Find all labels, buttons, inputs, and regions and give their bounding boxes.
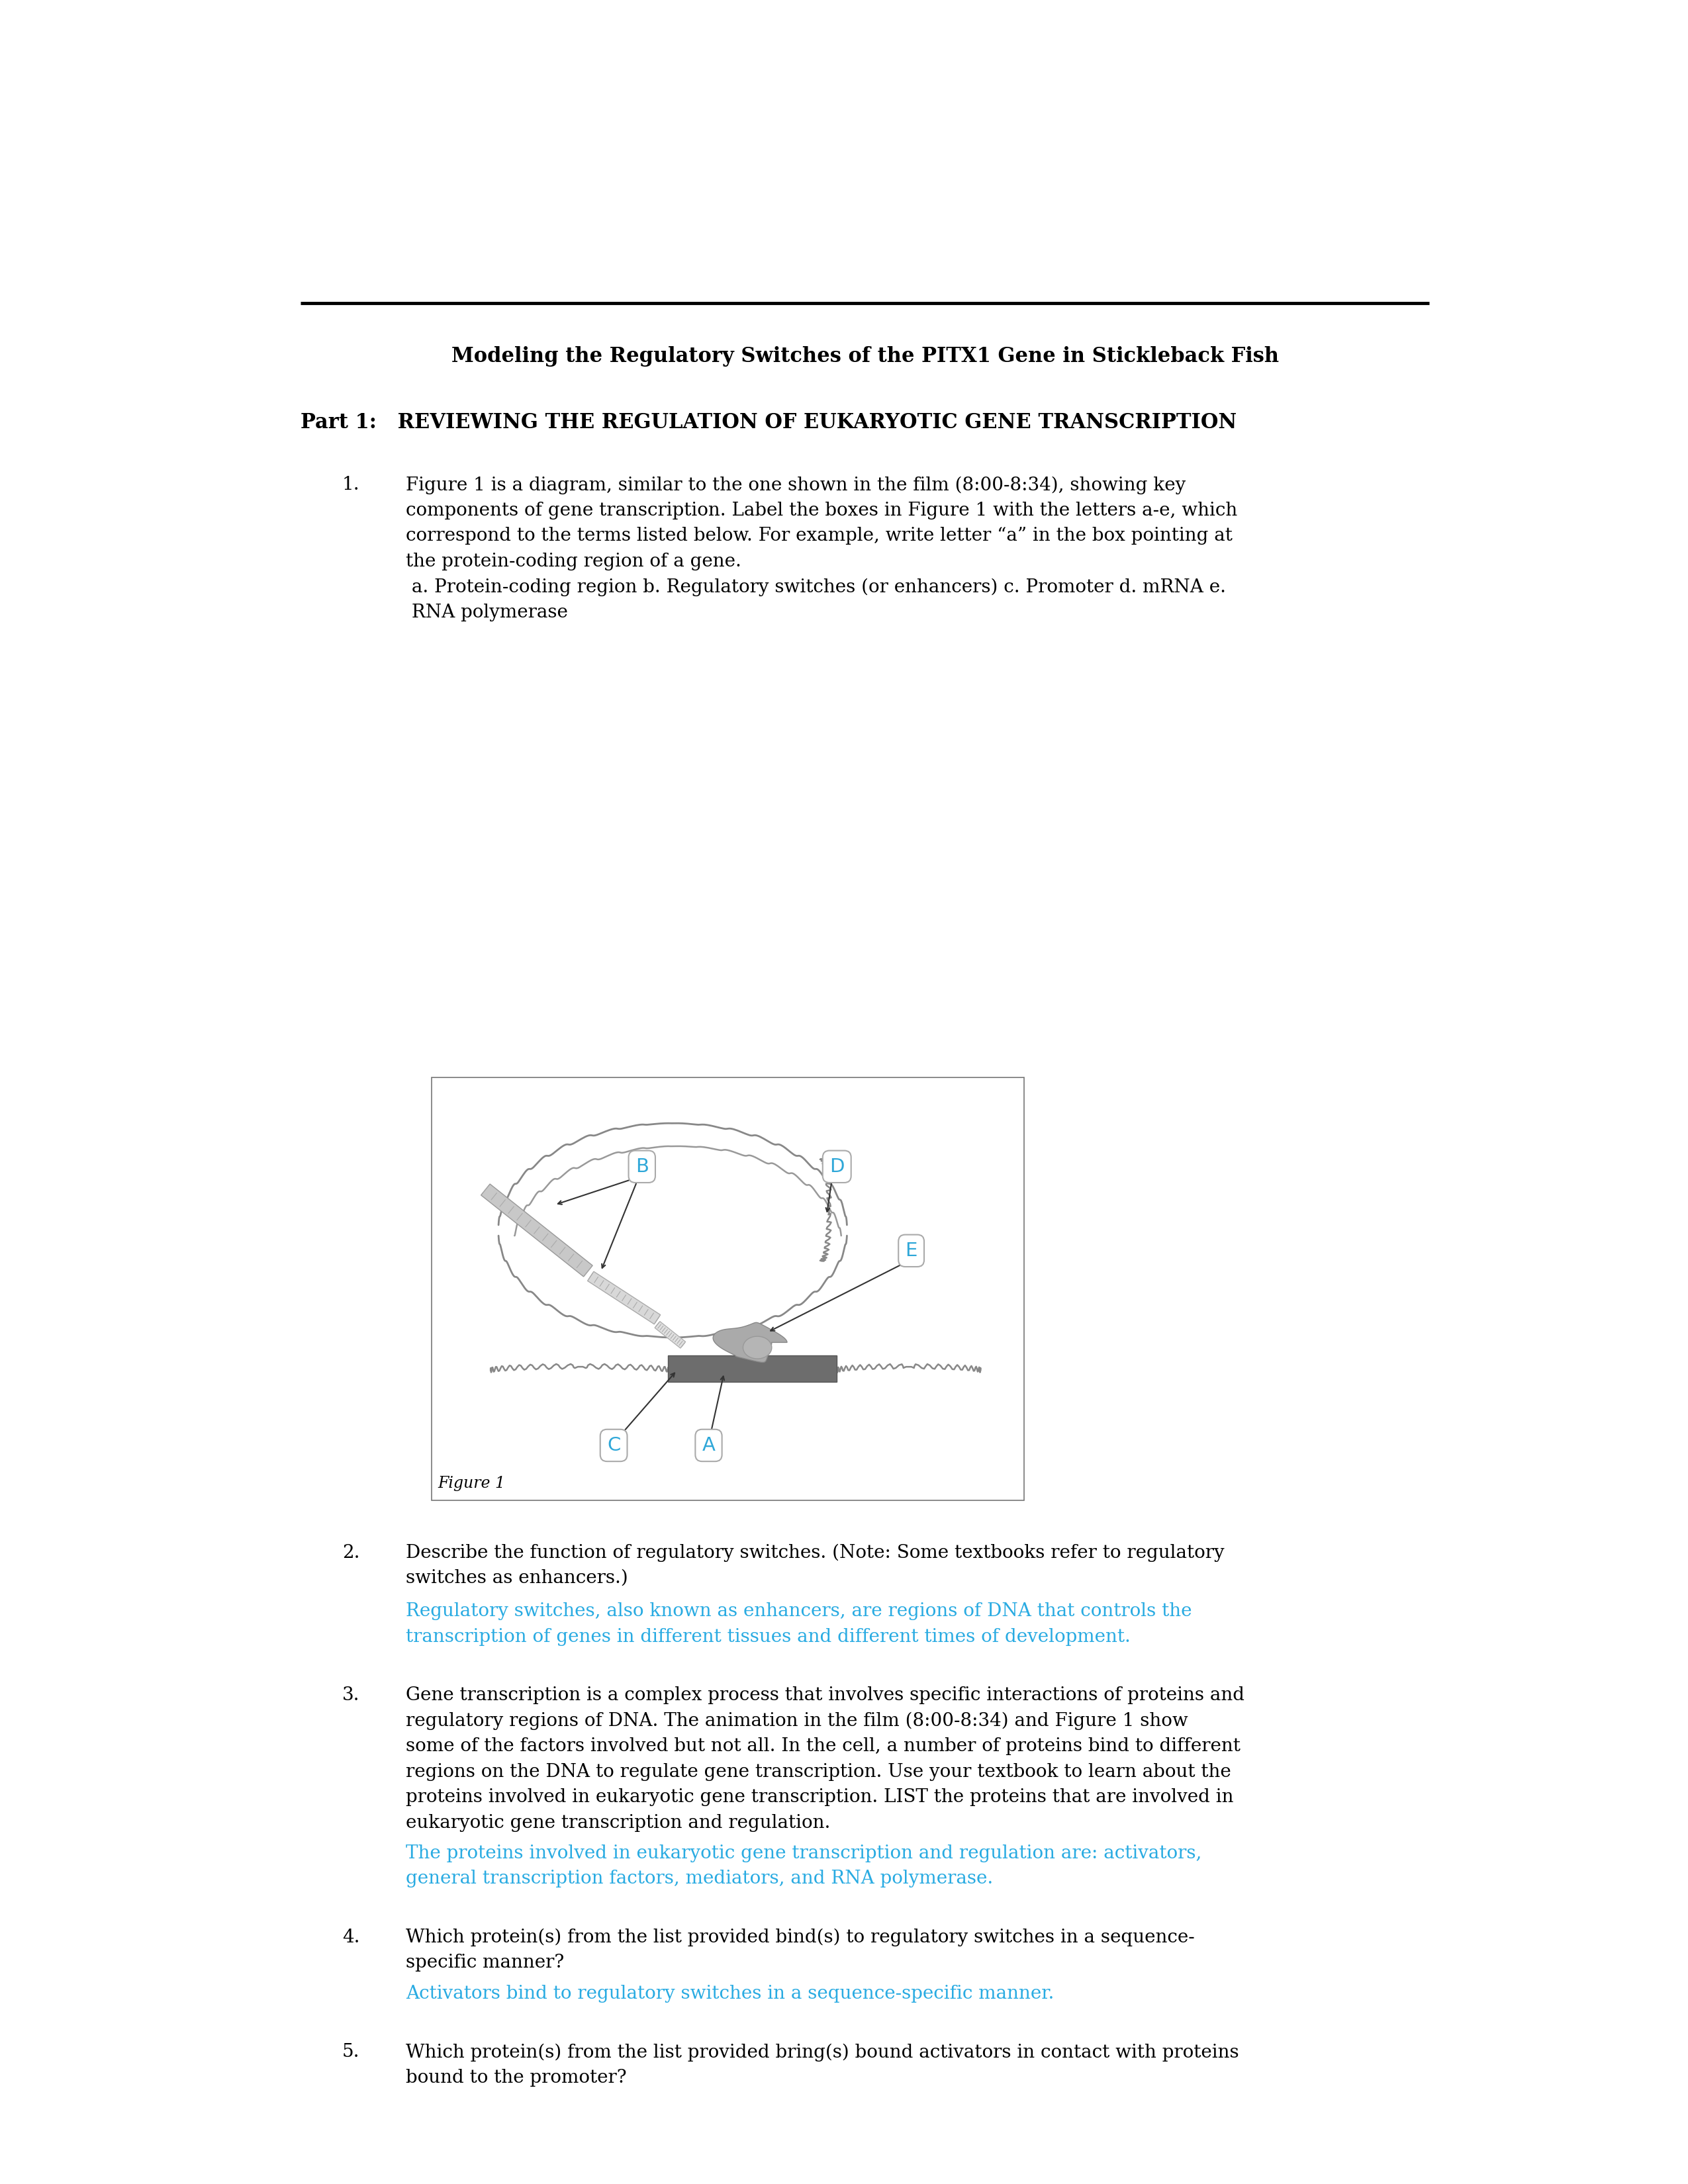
Text: regulatory regions of DNA. The animation in the film (8:00-8:34) and Figure 1 sh: regulatory regions of DNA. The animation… xyxy=(405,1712,1188,1730)
Text: proteins involved in eukaryotic gene transcription. LIST the proteins that are i: proteins involved in eukaryotic gene tra… xyxy=(405,1789,1234,1806)
Text: REVIEWING THE REGULATION OF EUKARYOTIC GENE TRANSCRIPTION: REVIEWING THE REGULATION OF EUKARYOTIC G… xyxy=(390,413,1237,432)
Text: Regulatory switches, also known as enhancers, are regions of DNA that controls t: Regulatory switches, also known as enhan… xyxy=(405,1603,1192,1621)
Text: A: A xyxy=(702,1437,716,1455)
Text: E: E xyxy=(905,1241,917,1260)
Text: Gene transcription is a complex process that involves specific interactions of p: Gene transcription is a complex process … xyxy=(405,1686,1244,1704)
Bar xyxy=(432,1077,1025,1500)
Text: Which protein(s) from the list provided bind(s) to regulatory switches in a sequ: Which protein(s) from the list provided … xyxy=(405,1928,1195,1946)
Text: 3.: 3. xyxy=(343,1686,360,1704)
Text: Activators bind to regulatory switches in a sequence-specific manner.: Activators bind to regulatory switches i… xyxy=(405,1985,1055,2003)
Text: a. Protein-coding region b. Regulatory switches (or enhancers) c. Promoter d. mR: a. Protein-coding region b. Regulatory s… xyxy=(405,579,1225,596)
Text: D: D xyxy=(829,1158,844,1175)
Text: 1.: 1. xyxy=(343,476,360,494)
Text: Which protein(s) from the list provided bring(s) bound activators in contact wit: Which protein(s) from the list provided … xyxy=(405,2044,1239,2062)
Polygon shape xyxy=(712,1324,787,1363)
Polygon shape xyxy=(655,1321,685,1348)
Text: bound to the promoter?: bound to the promoter? xyxy=(405,2068,626,2086)
Text: Figure 1 is a diagram, similar to the one shown in the film (8:00-8:34), showing: Figure 1 is a diagram, similar to the on… xyxy=(405,476,1187,494)
Text: some of the factors involved but not all. In the cell, a number of proteins bind: some of the factors involved but not all… xyxy=(405,1738,1241,1756)
Text: regions on the DNA to regulate gene transcription. Use your textbook to learn ab: regions on the DNA to regulate gene tran… xyxy=(405,1762,1231,1780)
Polygon shape xyxy=(481,1184,592,1278)
Text: specific manner?: specific manner? xyxy=(405,1955,564,1972)
Text: RNA polymerase: RNA polymerase xyxy=(405,603,569,622)
Text: eukaryotic gene transcription and regulation.: eukaryotic gene transcription and regula… xyxy=(405,1813,830,1832)
Text: 4.: 4. xyxy=(343,1928,360,1946)
Polygon shape xyxy=(743,1337,771,1358)
Text: Describe the function of regulatory switches. (Note: Some textbooks refer to reg: Describe the function of regulatory swit… xyxy=(405,1544,1224,1562)
Polygon shape xyxy=(587,1271,660,1324)
Text: components of gene transcription. Label the boxes in Figure 1 with the letters a: components of gene transcription. Label … xyxy=(405,502,1237,520)
Text: Part 1:: Part 1: xyxy=(300,413,376,432)
Text: general transcription factors, mediators, and RNA polymerase.: general transcription factors, mediators… xyxy=(405,1870,993,1887)
Text: Modeling the Regulatory Switches of the PITX1 Gene in Stickleback Fish: Modeling the Regulatory Switches of the … xyxy=(451,345,1280,367)
Text: correspond to the terms listed below. For example, write letter “a” in the box p: correspond to the terms listed below. Fo… xyxy=(405,526,1232,546)
Text: Figure 1: Figure 1 xyxy=(437,1476,505,1492)
Text: C: C xyxy=(608,1437,621,1455)
Text: switches as enhancers.): switches as enhancers.) xyxy=(405,1568,628,1588)
Text: 5.: 5. xyxy=(343,2044,360,2062)
Text: the protein-coding region of a gene.: the protein-coding region of a gene. xyxy=(405,553,741,570)
Bar xyxy=(667,1356,837,1382)
Text: 2.: 2. xyxy=(343,1544,360,1562)
Text: B: B xyxy=(635,1158,648,1175)
Text: The proteins involved in eukaryotic gene transcription and regulation are: activ: The proteins involved in eukaryotic gene… xyxy=(405,1843,1202,1863)
Text: transcription of genes in different tissues and different times of development.: transcription of genes in different tiss… xyxy=(405,1627,1131,1647)
